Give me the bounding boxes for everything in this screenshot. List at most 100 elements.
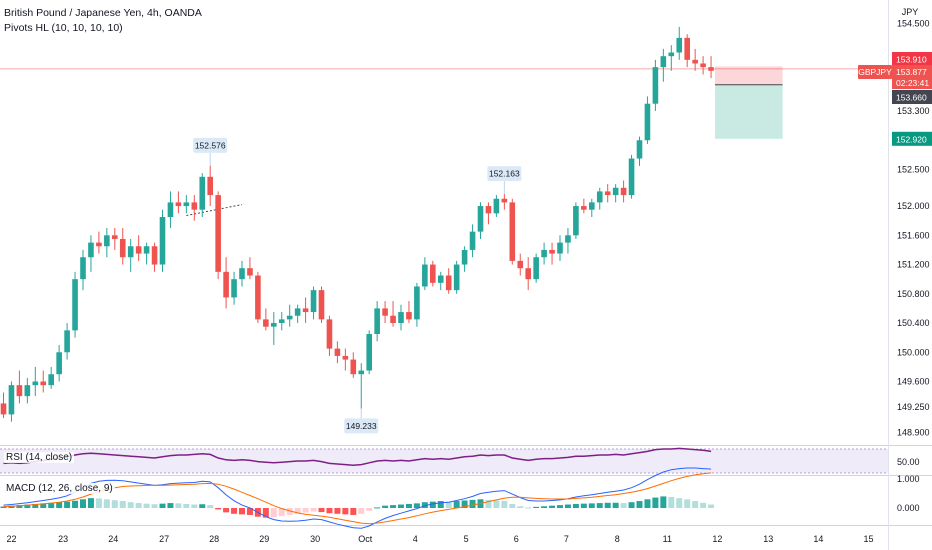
macd-histogram-bar <box>87 498 94 508</box>
price-tag-label: 153.660 <box>896 93 927 103</box>
macd-histogram-bar <box>525 507 532 509</box>
macd-histogram-bar <box>262 508 269 518</box>
macd-histogram-bar <box>135 503 142 508</box>
candle-body <box>80 257 86 280</box>
candle-body <box>636 140 643 159</box>
rsi-label: RSI (14, close) <box>4 452 75 463</box>
macd-histogram-bar <box>668 496 675 508</box>
macd-histogram-bar <box>95 498 102 508</box>
candle-body <box>199 176 206 210</box>
y-tick-label: 151.200 <box>897 260 930 270</box>
macd-histogram-bar <box>549 505 556 508</box>
candle-body <box>414 286 420 320</box>
macd-histogram-bar <box>493 500 500 508</box>
macd-tick-label: 0.000 <box>897 503 920 513</box>
candle-body <box>708 67 714 71</box>
candle-body <box>358 370 365 375</box>
candle-body <box>422 264 428 287</box>
macd-histogram-bar <box>644 499 651 508</box>
macd-histogram-bar <box>541 506 548 508</box>
macd-histogram-bar <box>398 504 404 508</box>
candle-body <box>390 315 396 324</box>
candle-body <box>64 330 70 353</box>
candle-body <box>24 385 31 397</box>
x-tick-label: 12 <box>712 534 722 544</box>
candle-body <box>557 242 563 254</box>
macd-histogram-bar <box>310 508 317 512</box>
macd-histogram-bar <box>509 503 516 508</box>
macd-histogram-bar <box>40 503 47 508</box>
x-tick-label: 29 <box>259 534 269 544</box>
candle-body <box>445 275 452 291</box>
candle-body <box>676 37 683 53</box>
candle-body <box>501 198 508 203</box>
x-tick-label: 13 <box>763 534 773 544</box>
macd-histogram-bar <box>326 508 333 514</box>
candle-body <box>461 249 468 265</box>
current-price-tag <box>892 65 932 89</box>
macd-histogram-bar <box>24 504 31 508</box>
x-tick-label: 11 <box>663 534 672 544</box>
candle-body <box>183 202 190 207</box>
price-tag <box>892 52 932 66</box>
candle-body <box>541 249 547 258</box>
macd-histogram-bar <box>437 501 444 508</box>
candle-body <box>48 374 54 386</box>
macd-histogram-bar <box>708 504 715 508</box>
macd-histogram-bar <box>8 505 15 508</box>
macd-histogram-bar <box>278 508 285 517</box>
candle-body <box>453 264 460 291</box>
candle-body <box>135 246 142 254</box>
macd-histogram-bar <box>533 506 540 508</box>
y-tick-label: 152.000 <box>897 201 930 211</box>
candle-body <box>565 235 571 243</box>
macd-label: MACD (12, 26, close, 9) <box>4 483 115 494</box>
rsi-line <box>3 447 712 466</box>
y-tick-label: 150.000 <box>897 347 930 357</box>
candle-body <box>223 271 229 298</box>
candle-body <box>247 268 253 276</box>
pivot-label: 152.576 <box>195 140 226 150</box>
symbol-tag <box>858 65 892 79</box>
macd-histogram-bar <box>302 508 309 513</box>
y-tick-label: 149.600 <box>897 377 930 387</box>
macd-histogram-bar <box>453 501 460 508</box>
x-tick-label: 14 <box>813 534 823 544</box>
x-tick-label: 7 <box>564 534 569 544</box>
macd-histogram-bar <box>16 505 23 508</box>
macd-histogram-bar <box>167 503 174 508</box>
macd-histogram-bar <box>183 503 190 508</box>
macd-histogram-bar <box>692 501 699 508</box>
macd-histogram-bar <box>318 508 325 513</box>
macd-histogram-bar <box>80 499 86 508</box>
macd-histogram-bar <box>294 508 301 514</box>
macd-histogram-bar <box>342 508 349 515</box>
macd-histogram-bar <box>596 503 603 508</box>
candle-body <box>382 308 388 316</box>
candle-body <box>271 323 277 327</box>
macd-histogram-bar <box>374 507 381 509</box>
candle-body <box>596 191 603 203</box>
candle-body <box>175 202 182 207</box>
candle-body <box>342 355 349 360</box>
candle-body <box>127 246 134 258</box>
take-profit-zone <box>715 84 783 139</box>
candle-body <box>167 202 174 218</box>
macd-histogram-bar <box>56 502 63 508</box>
candle-body <box>549 249 555 254</box>
price-tag <box>892 131 932 146</box>
x-tick-label: 8 <box>615 534 620 544</box>
candle-body <box>652 67 659 104</box>
symbol-tag-label: GBPJPY <box>858 67 892 77</box>
candle-body <box>151 246 158 265</box>
x-tick-label: 28 <box>209 534 219 544</box>
candle-body <box>469 231 476 250</box>
macd-histogram-bar <box>239 508 245 515</box>
candle-body <box>581 206 587 210</box>
macd-histogram-bar <box>366 508 373 511</box>
macd-histogram-bar <box>111 500 118 508</box>
x-tick-label: 27 <box>159 534 169 544</box>
macd-histogram-bar <box>207 505 214 508</box>
candle-body <box>294 308 301 316</box>
